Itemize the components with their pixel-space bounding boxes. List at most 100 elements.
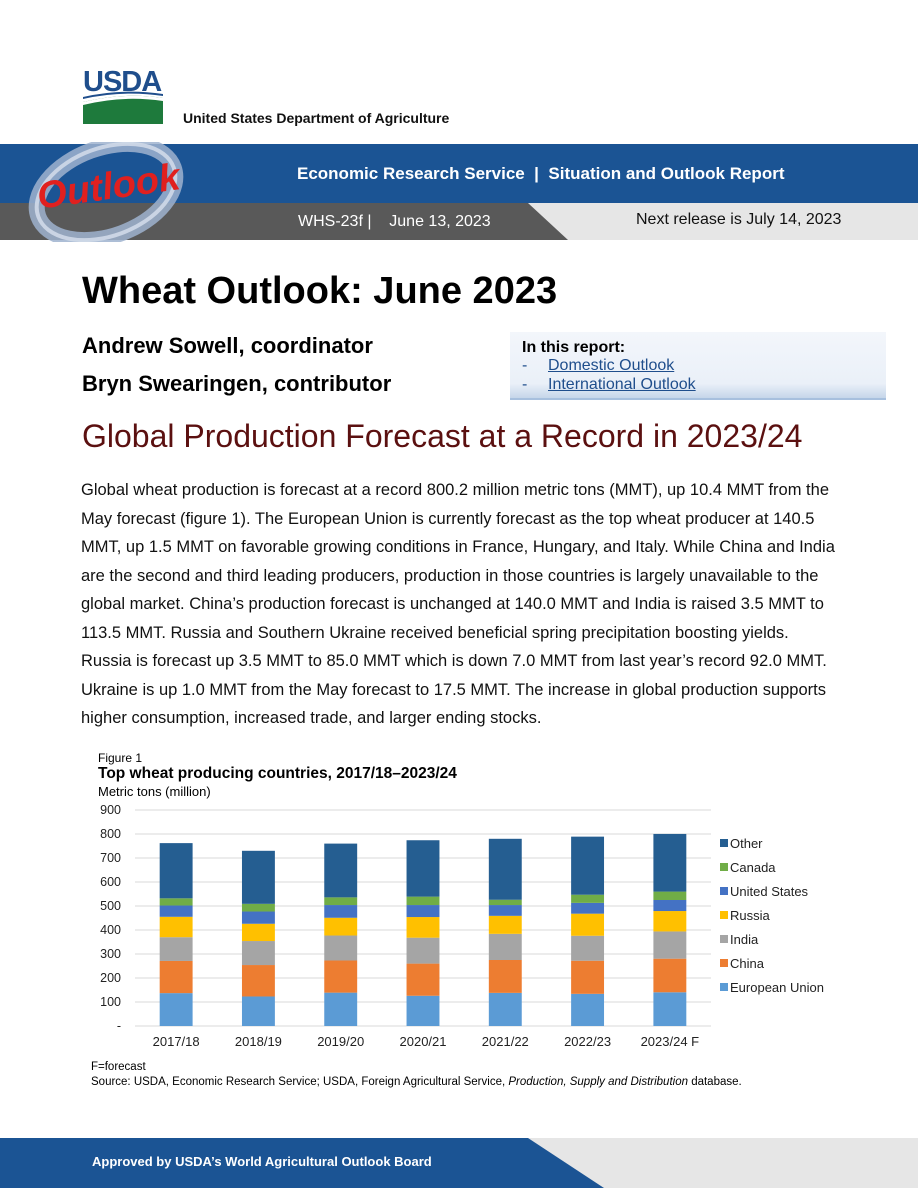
bar-segment-canada — [406, 896, 440, 906]
bar-segment-india — [324, 935, 358, 961]
figure-source-database: Production, Supply and Distribution — [508, 1076, 688, 1088]
bar-segment-united-states — [324, 905, 358, 918]
bar-segment-united-states — [406, 905, 440, 918]
bar-segment-european-union — [488, 992, 522, 1026]
bar-segment-european-union — [653, 992, 687, 1026]
report-id-date: WHS-23f | June 13, 2023 — [298, 213, 491, 230]
in-this-report-title: In this report: — [522, 339, 626, 356]
y-tick-label: 500 — [100, 899, 121, 913]
y-tick-label: - — [117, 1019, 121, 1033]
bar-segment-russia — [324, 917, 358, 936]
bar-segment-china — [324, 960, 358, 993]
legend-swatch — [720, 863, 728, 871]
author-coordinator: Andrew Sowell, coordinator — [82, 333, 373, 358]
legend-label: Other — [730, 836, 763, 851]
bar-segment-china — [241, 965, 275, 997]
legend-label: Canada — [730, 860, 776, 875]
footer-blue-strip — [0, 1138, 604, 1188]
bar-segment-other — [571, 836, 605, 895]
bar-segment-china — [653, 958, 687, 993]
figure-label: Figure 1 — [98, 751, 143, 765]
x-tick-label: 2023/24 F — [641, 1034, 700, 1049]
bar-segment-canada — [571, 894, 605, 903]
usda-logo-field-graphic — [83, 91, 163, 124]
x-tick-label: 2020/21 — [400, 1034, 447, 1049]
bar-segment-european-union — [324, 992, 358, 1026]
bullet-dash: - — [522, 357, 528, 374]
bar-segment-china — [159, 960, 193, 994]
legend-label: China — [730, 956, 765, 971]
bar-segment-russia — [571, 913, 605, 936]
x-tick-label: 2021/22 — [482, 1034, 529, 1049]
legend-label: India — [730, 932, 759, 947]
international-outlook-link[interactable]: International Outlook — [548, 376, 696, 393]
legend-swatch — [720, 983, 728, 991]
y-tick-label: 300 — [100, 947, 121, 961]
figure-y-axis-unit: Metric tons (million) — [98, 784, 211, 799]
bar-segment-india — [571, 935, 605, 961]
bar-segment-russia — [406, 917, 440, 938]
bar-segment-united-states — [241, 911, 275, 924]
figure-title: Top wheat producing countries, 2017/18–2… — [98, 765, 457, 782]
bar-segment-canada — [653, 891, 687, 900]
x-tick-label: 2018/19 — [235, 1034, 282, 1049]
bar-segment-russia — [653, 911, 687, 932]
in-this-report-box: In this report: - Domestic Outlook - Inter… — [510, 332, 886, 400]
author-contributor: Bryn Swearingen, contributor — [82, 371, 392, 396]
bar-segment-european-union — [241, 996, 275, 1026]
bar-segment-united-states — [653, 900, 687, 912]
x-tick-label: 2017/18 — [153, 1034, 200, 1049]
y-tick-label: 200 — [100, 971, 121, 985]
bar-segment-european-union — [406, 995, 440, 1026]
y-tick-label: 400 — [100, 923, 121, 937]
bar-segment-united-states — [159, 905, 193, 917]
legend-swatch — [720, 959, 728, 967]
bar-segment-other — [488, 838, 522, 900]
bar-segment-european-union — [159, 993, 193, 1026]
section-heading: Global Production Forecast at a Record i… — [82, 418, 803, 454]
bar-segment-china — [488, 960, 522, 993]
bar-segment-india — [159, 937, 193, 961]
body-paragraph: Global wheat production is forecast at a… — [81, 481, 835, 727]
next-release-text: Next release is July 14, 2023 — [636, 211, 842, 228]
bar-segment-other — [241, 850, 275, 904]
bar-segment-other — [159, 843, 193, 899]
bar-segment-united-states — [488, 905, 522, 916]
domestic-outlook-link[interactable]: Domestic Outlook — [548, 357, 675, 374]
usda-logo: USDA — [83, 68, 163, 124]
legend-swatch — [720, 887, 728, 895]
figure-source-suffix: database. — [688, 1076, 742, 1088]
bar-segment-canada — [488, 899, 522, 906]
bar-segment-china — [406, 963, 440, 996]
bar-segment-china — [571, 960, 605, 994]
bar-segment-other — [406, 840, 440, 897]
bar-segment-india — [406, 937, 440, 964]
bullet-dash: - — [522, 376, 528, 393]
bar-segment-other — [324, 843, 358, 898]
bar-segment-european-union — [571, 993, 605, 1026]
legend-label: Russia — [730, 908, 771, 923]
legend-swatch — [720, 839, 728, 847]
legend-swatch — [720, 911, 728, 919]
stacked-bar-chart: - 100 200 300 400 500 600 700 800 900 2017/18 2018/… — [100, 803, 824, 1049]
bar-segment-canada — [241, 903, 275, 912]
bar-segment-india — [653, 931, 687, 959]
legend-label: European Union — [730, 980, 824, 995]
y-tick-label: 900 — [100, 803, 121, 817]
bar-segment-canada — [324, 897, 358, 906]
bar-segment-russia — [488, 915, 522, 934]
bar-segment-united-states — [571, 902, 605, 914]
banner-title: Economic Research Service | Situation an… — [297, 164, 785, 183]
legend-label: United States — [730, 884, 809, 899]
bar-segment-india — [488, 933, 522, 960]
figure-note: F=forecast — [91, 1061, 146, 1073]
y-tick-label: 800 — [100, 827, 121, 841]
bar-segment-canada — [159, 898, 193, 906]
figure-source: Source: USDA, Economic Research Service;… — [91, 1076, 742, 1088]
bar-segment-other — [653, 833, 687, 892]
bar-segment-russia — [159, 916, 193, 938]
legend-swatch — [720, 935, 728, 943]
y-tick-label: 700 — [100, 851, 121, 865]
bar-segment-india — [241, 941, 275, 966]
usda-logo-text: USDA — [83, 66, 162, 98]
